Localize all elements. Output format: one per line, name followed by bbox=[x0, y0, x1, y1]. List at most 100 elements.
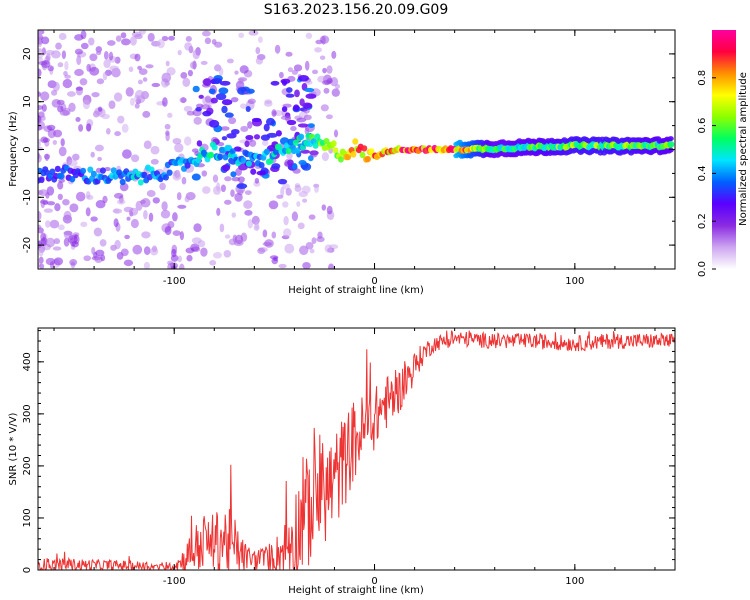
spectrogram-cell bbox=[139, 199, 146, 204]
spectrogram-cell bbox=[38, 224, 42, 230]
spectrogram-cell bbox=[256, 170, 267, 176]
spectrogram-cell bbox=[71, 241, 79, 248]
spectrogram-cell bbox=[294, 89, 300, 98]
spectrogram-cell bbox=[89, 53, 98, 62]
spectrogram-cell bbox=[191, 173, 201, 181]
spectrogram-cell bbox=[181, 176, 187, 185]
spectrogram-cell bbox=[172, 230, 181, 236]
spectrogram-cell bbox=[277, 178, 288, 185]
spectrogram-cell bbox=[163, 174, 169, 181]
spectrogram-cell bbox=[303, 108, 310, 114]
spectrogram-cell bbox=[296, 201, 301, 207]
spectrogram-cell bbox=[220, 126, 230, 131]
spectrogram-cell bbox=[667, 147, 674, 153]
spectrogram-cell bbox=[204, 37, 212, 45]
spectrogram-y-axis-label: Frequency (Hz) bbox=[8, 111, 19, 187]
spectrogram-cell bbox=[235, 167, 242, 176]
spectrogram-cell bbox=[40, 91, 50, 101]
spectrogram-cell bbox=[141, 231, 151, 239]
spectrogram-cell bbox=[76, 55, 82, 66]
spectrogram-cell bbox=[49, 168, 56, 175]
colorbar-gradient bbox=[712, 30, 736, 269]
spectrogram-cell bbox=[55, 42, 62, 50]
snr-y-ticks: 0 100 200 300 400 bbox=[22, 330, 675, 573]
spectrogram-cell bbox=[330, 140, 337, 147]
spectrogram-cell bbox=[166, 169, 173, 176]
spectrogram-cell bbox=[138, 68, 148, 76]
spectrogram-cell bbox=[85, 191, 91, 199]
spectrogram-cell bbox=[304, 87, 315, 93]
spectrogram-cell bbox=[40, 237, 48, 247]
spectrogram-cell bbox=[246, 88, 255, 94]
spectrogram-cell bbox=[271, 109, 277, 117]
spectrogram-cell bbox=[179, 97, 187, 103]
snr-y-axis-label: SNR (10 * V/V) bbox=[8, 412, 19, 485]
spectrogram-cell bbox=[184, 136, 192, 146]
colorbar-tick-label: 0.4 bbox=[697, 165, 708, 181]
spectrogram-cell bbox=[230, 96, 239, 103]
spectrogram-cell bbox=[193, 223, 202, 233]
snr-frame bbox=[37, 327, 676, 571]
spectrogram-cell bbox=[253, 134, 261, 140]
spectrogram-cell bbox=[361, 145, 368, 152]
spectrogram-cell bbox=[52, 81, 60, 92]
spectrogram-cell bbox=[45, 220, 51, 228]
spectrogram-cell bbox=[103, 51, 109, 60]
spectrogram-cell bbox=[115, 35, 122, 42]
spectrogram-cell bbox=[274, 44, 281, 54]
spectrogram-cell bbox=[113, 92, 123, 102]
spectrogram-cell bbox=[248, 30, 259, 36]
spectrogram-cell bbox=[214, 41, 223, 48]
spectrogram-cell bbox=[142, 77, 148, 82]
spectrogram-cell bbox=[311, 237, 317, 244]
spectrogram-cell bbox=[303, 114, 312, 121]
spectrogram-cell bbox=[38, 47, 43, 53]
spectrogram-cell bbox=[137, 79, 143, 85]
spectrogram-cell bbox=[86, 63, 91, 72]
spectrogram-cell bbox=[91, 91, 100, 98]
spectrogram-cell bbox=[38, 154, 42, 163]
spectrogram-cell bbox=[53, 238, 61, 245]
spectrogram-cell bbox=[147, 32, 155, 42]
spectrogram-cell bbox=[239, 103, 247, 109]
spectrogram-cell bbox=[162, 97, 168, 107]
spectrogram-cell bbox=[97, 106, 103, 112]
spectrogram-cell bbox=[113, 208, 120, 214]
spectrogram-cell bbox=[300, 149, 310, 154]
spectrogram-cell bbox=[197, 240, 206, 248]
spectrogram-cell bbox=[177, 204, 187, 209]
colorbar-tick-label: 0.6 bbox=[697, 118, 708, 134]
spectrogram-cell bbox=[294, 147, 301, 154]
spectrogram-cell bbox=[196, 140, 203, 147]
spectrogram-cell bbox=[208, 88, 216, 95]
spectrogram-cell bbox=[109, 65, 119, 71]
spectrogram-cell bbox=[244, 190, 252, 196]
snr-y-tick-label: 400 bbox=[22, 352, 33, 371]
spectrogram-cell bbox=[58, 224, 65, 231]
spectrogram-cell bbox=[38, 249, 44, 257]
spectrogram-cell bbox=[45, 49, 55, 56]
spectrogram-cell bbox=[202, 186, 211, 194]
spectrogram-cell bbox=[240, 125, 249, 132]
spectrogram-cell bbox=[69, 259, 78, 266]
spectrogram-cell bbox=[80, 30, 87, 40]
spectrogram-cell bbox=[114, 239, 121, 250]
spectrogram-cell bbox=[123, 206, 134, 213]
spectrogram-cell bbox=[244, 209, 253, 216]
spectrogram-cell bbox=[168, 35, 175, 41]
spectrogram-cell bbox=[280, 115, 291, 120]
spectrogram-cell bbox=[325, 114, 333, 120]
spectrogram-cell bbox=[39, 199, 49, 204]
spectrogram-cell bbox=[302, 198, 308, 203]
spectrogram-cell bbox=[279, 71, 284, 79]
spectrogram-cell bbox=[261, 139, 269, 147]
spectrogram-cell bbox=[314, 133, 321, 140]
spectrogram-cell bbox=[62, 78, 73, 89]
spectrogram-cell bbox=[95, 249, 105, 257]
colorbar-tick-label: 0.2 bbox=[697, 213, 708, 229]
spectrogram-cell bbox=[95, 51, 102, 56]
spectrogram-cell bbox=[211, 144, 218, 151]
spectrogram-cell bbox=[285, 188, 292, 196]
spectrogram-cell bbox=[319, 55, 326, 60]
spectrogram-cell bbox=[46, 201, 56, 206]
